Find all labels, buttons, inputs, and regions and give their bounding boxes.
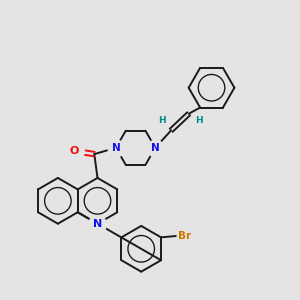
Text: H: H	[158, 116, 166, 124]
Text: O: O	[70, 146, 79, 156]
Text: Br: Br	[178, 231, 191, 241]
Text: H: H	[195, 116, 202, 125]
Text: N: N	[93, 219, 102, 229]
Text: N: N	[151, 143, 160, 153]
Text: N: N	[112, 143, 120, 153]
